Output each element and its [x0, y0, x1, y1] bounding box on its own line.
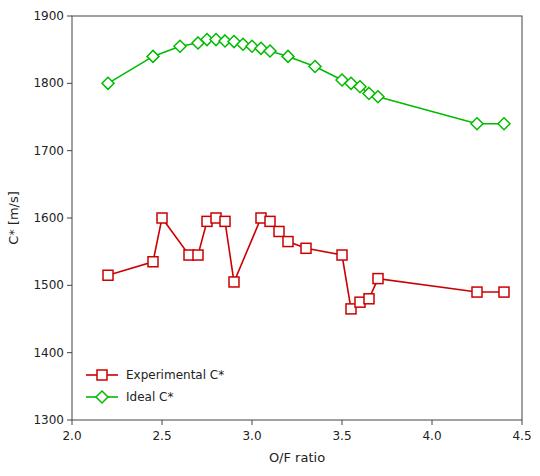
legend-marker — [96, 391, 108, 403]
y-tick-label: 1400 — [33, 346, 64, 360]
data-point — [157, 213, 167, 223]
x-tick-label: 4.0 — [422, 429, 441, 443]
data-point — [274, 226, 284, 236]
y-tick — [67, 218, 72, 219]
series-line — [108, 218, 504, 309]
y-tick-label: 1700 — [33, 144, 64, 158]
y-tick-label: 1800 — [33, 76, 64, 90]
x-tick — [522, 420, 523, 425]
plot-frame — [72, 16, 522, 420]
y-tick — [67, 420, 72, 421]
x-tick-label: 2.0 — [62, 429, 81, 443]
y-tick — [67, 285, 72, 286]
x-tick — [342, 420, 343, 425]
data-point — [471, 118, 483, 130]
data-point — [265, 216, 275, 226]
y-tick — [67, 352, 72, 353]
x-tick — [432, 420, 433, 425]
data-point — [147, 50, 159, 62]
data-point — [309, 61, 321, 73]
y-tick — [67, 16, 72, 17]
data-point — [264, 45, 276, 57]
data-point — [498, 118, 510, 130]
data-point — [229, 277, 239, 287]
data-point — [103, 270, 113, 280]
x-axis-label: O/F ratio — [269, 450, 325, 465]
data-point — [373, 274, 383, 284]
chart: 2.0 2.5 3.0 3.5 4.0 4.5 1300 1400 1500 1600 1700 18… — [0, 0, 540, 476]
legend-label: Experimental C* — [126, 368, 224, 382]
data-point — [472, 287, 482, 297]
legend-label: Ideal C* — [126, 390, 173, 404]
y-tick-label: 1300 — [33, 413, 64, 427]
data-point — [148, 257, 158, 267]
series-line — [108, 40, 504, 124]
data-point — [283, 237, 293, 247]
y-tick-label: 1900 — [33, 9, 64, 23]
y-tick — [67, 150, 72, 151]
y-axis-label: C* [m/s] — [6, 191, 21, 245]
data-point — [372, 91, 384, 103]
x-tick — [72, 420, 73, 425]
legend-marker — [97, 370, 107, 380]
data-point — [282, 50, 294, 62]
y-tick-label: 1600 — [33, 211, 64, 225]
background — [0, 0, 540, 476]
data-point — [499, 287, 509, 297]
x-tick-label: 2.5 — [152, 429, 171, 443]
data-point — [354, 81, 366, 93]
data-point — [364, 294, 374, 304]
y-tick — [67, 83, 72, 84]
data-point — [220, 216, 230, 226]
x-tick-label: 3.5 — [332, 429, 351, 443]
x-tick — [162, 420, 163, 425]
data-point — [174, 40, 186, 52]
x-tick — [252, 420, 253, 425]
plot-area — [102, 34, 510, 314]
data-point — [102, 77, 114, 89]
data-point — [301, 243, 311, 253]
y-tick-label: 1500 — [33, 278, 64, 292]
data-point — [193, 250, 203, 260]
x-tick-label: 4.5 — [512, 429, 531, 443]
x-tick-label: 3.0 — [242, 429, 261, 443]
legend: Experimental C* Ideal C* — [86, 368, 224, 404]
data-point — [337, 250, 347, 260]
